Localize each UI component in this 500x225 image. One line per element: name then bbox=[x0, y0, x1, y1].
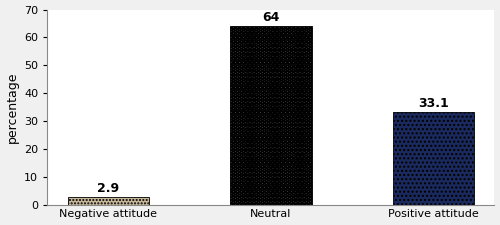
Y-axis label: percentage: percentage bbox=[6, 71, 18, 143]
Bar bbox=[230, 26, 312, 205]
Text: 2.9: 2.9 bbox=[97, 182, 120, 195]
Text: 33.1: 33.1 bbox=[418, 97, 449, 110]
Bar bbox=[68, 196, 149, 205]
Text: 64: 64 bbox=[262, 11, 280, 24]
Bar bbox=[393, 112, 474, 205]
